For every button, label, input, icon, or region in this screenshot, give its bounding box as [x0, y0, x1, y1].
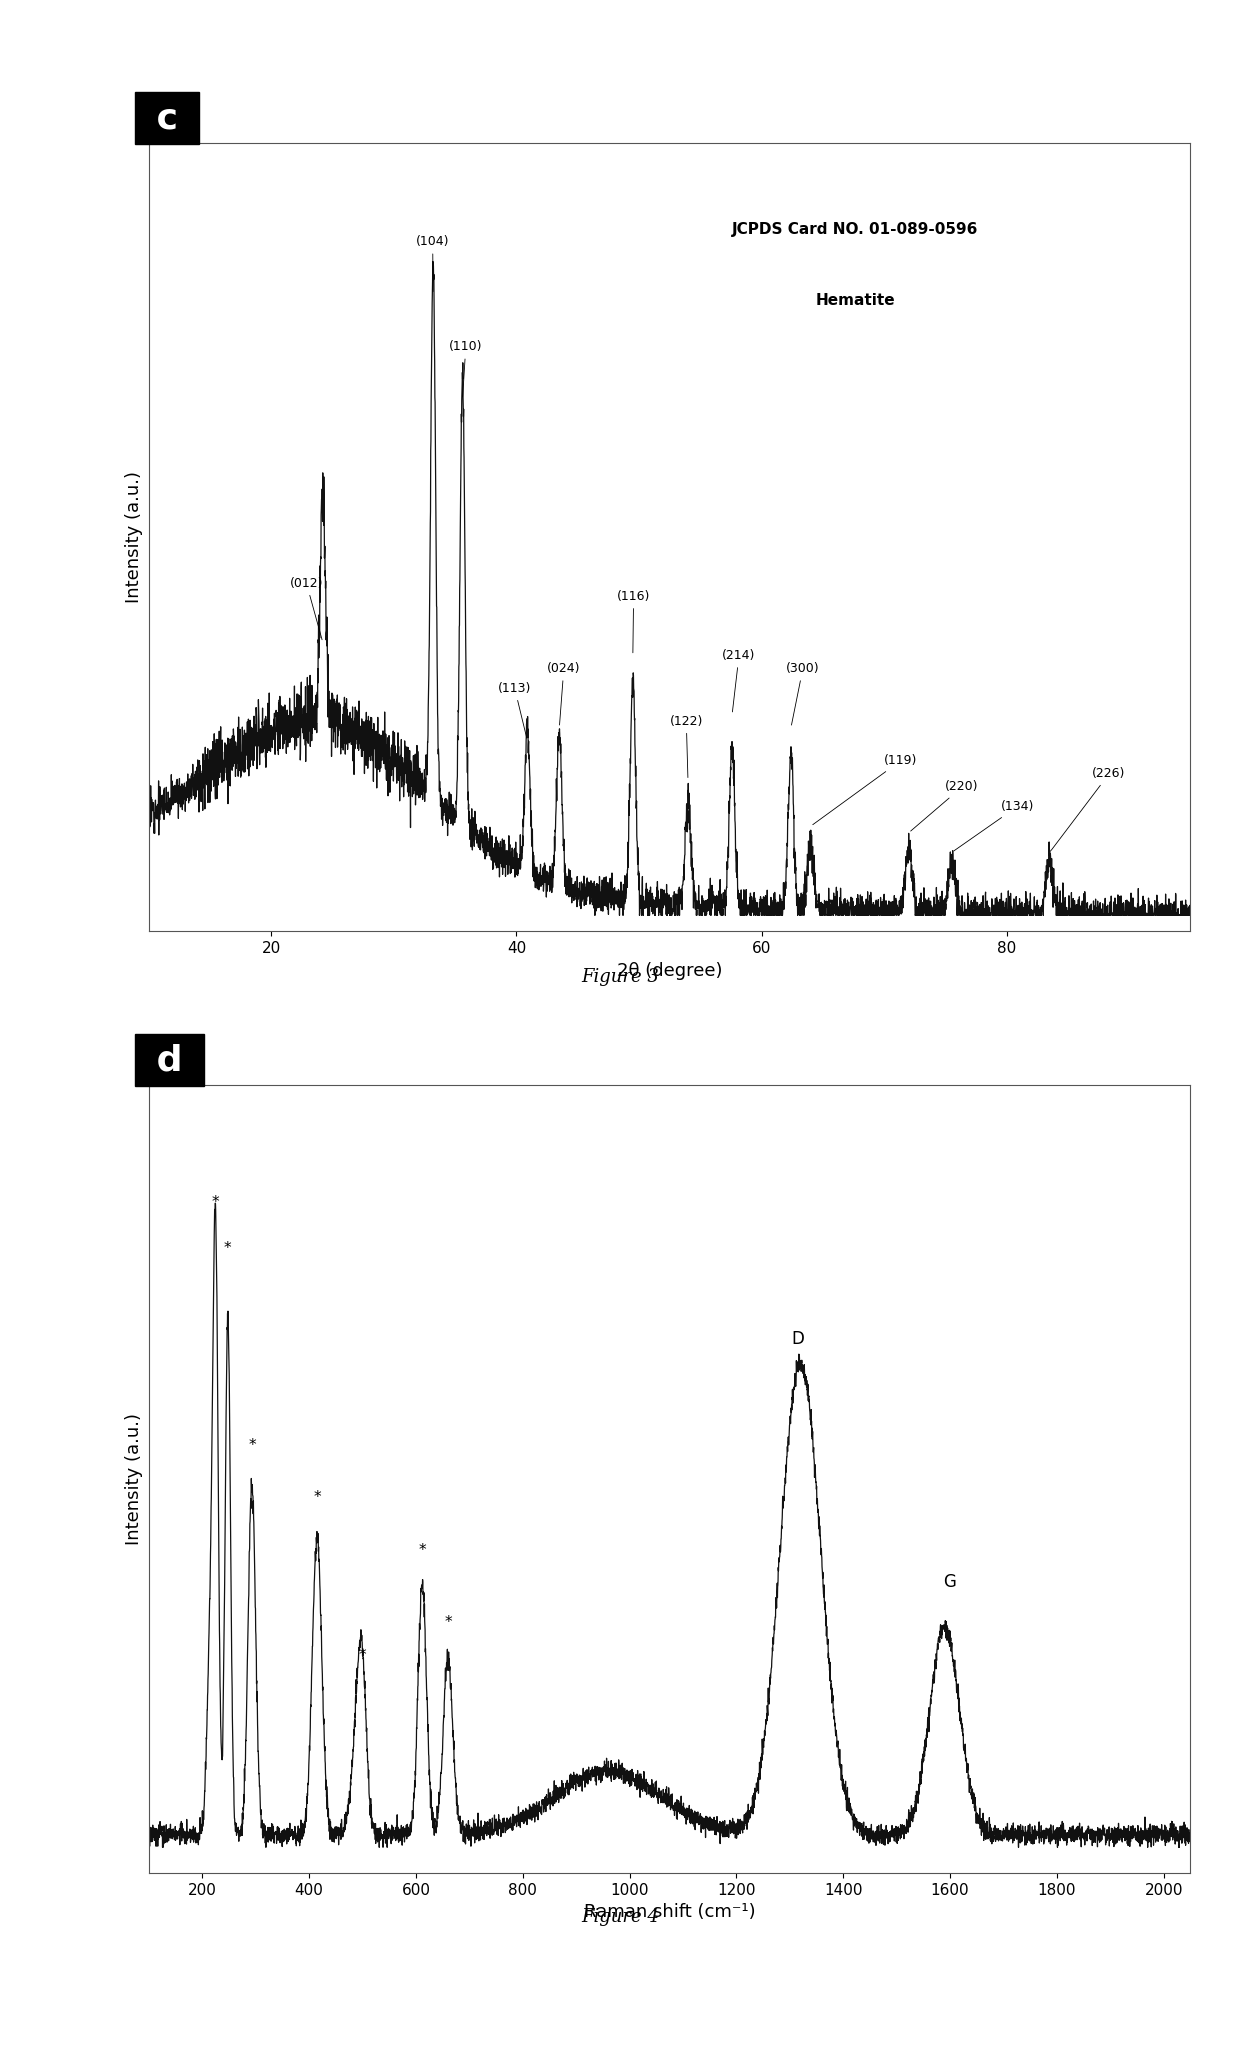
Text: (024): (024)	[547, 663, 580, 725]
Text: c: c	[144, 102, 190, 135]
Text: (104): (104)	[415, 235, 449, 291]
Text: (113): (113)	[498, 682, 532, 739]
Text: d: d	[144, 1044, 195, 1077]
Text: JCPDS Card NO. 01-089-0596: JCPDS Card NO. 01-089-0596	[732, 221, 978, 237]
Text: *: *	[418, 1543, 427, 1558]
Text: Figure 4: Figure 4	[582, 1908, 658, 1926]
Text: (220): (220)	[910, 780, 978, 831]
Text: *: *	[358, 1648, 366, 1662]
Y-axis label: Intensity (a.u.): Intensity (a.u.)	[125, 471, 144, 604]
Text: Figure 3: Figure 3	[582, 968, 658, 987]
X-axis label: 2θ (degree): 2θ (degree)	[616, 962, 723, 981]
Text: *: *	[444, 1615, 451, 1629]
Text: *: *	[314, 1490, 321, 1505]
Y-axis label: Intensity (a.u.): Intensity (a.u.)	[125, 1412, 144, 1545]
Text: D: D	[791, 1331, 805, 1347]
X-axis label: Raman shift (cm⁻¹): Raman shift (cm⁻¹)	[584, 1904, 755, 1922]
Text: (110): (110)	[449, 340, 482, 397]
Text: (119): (119)	[812, 753, 918, 825]
Text: (116): (116)	[618, 590, 650, 653]
Text: (300): (300)	[786, 663, 820, 725]
Text: (226): (226)	[1052, 768, 1126, 850]
Text: (214): (214)	[722, 649, 755, 712]
Text: (012): (012)	[290, 577, 324, 641]
Text: G: G	[944, 1572, 956, 1591]
Text: (122): (122)	[670, 714, 703, 778]
Text: *: *	[248, 1437, 255, 1453]
Text: *: *	[212, 1195, 219, 1210]
Text: Hematite: Hematite	[816, 293, 895, 307]
Text: *: *	[224, 1240, 232, 1255]
Text: (134): (134)	[954, 800, 1034, 852]
